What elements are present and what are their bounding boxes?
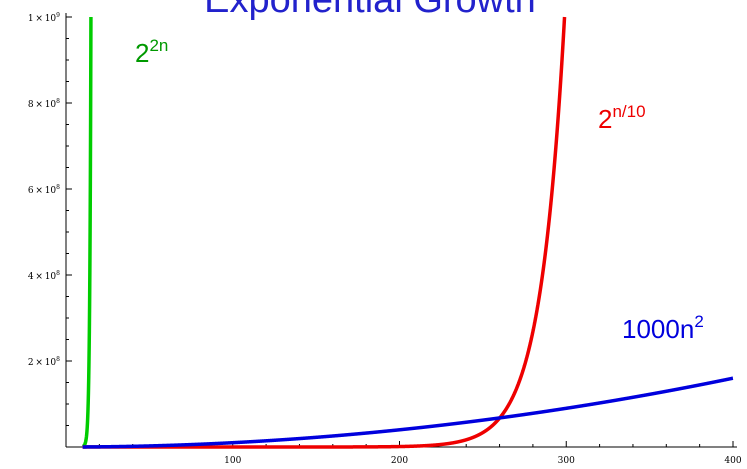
series-label-base: 1000n [622,314,694,344]
y-tick-label: 4 × 108 [28,270,60,282]
y-tick-mantissa: 1 × 10 [28,14,57,24]
series-label-exponent: n/10 [612,102,645,121]
y-tick-label: 1 × 109 [28,12,60,24]
x-tick-label: 100 [224,456,241,466]
series-label-3: 1000n2 [622,312,704,344]
series-line-2 [81,15,567,449]
series-label-exponent: 2 [694,312,703,331]
y-tick-mantissa: 6 × 10 [28,186,57,196]
series-label-base: 2 [135,38,149,68]
x-tick-label: 400 [724,456,741,466]
y-tick-exponent: 8 [56,270,60,277]
y-tick-exponent: 8 [56,184,60,191]
x-tick-label: 200 [391,456,408,466]
series-label-exponent: 2n [149,36,168,55]
series-label-base: 2 [598,104,612,134]
y-tick-exponent: 9 [56,12,60,19]
series-layer [81,15,735,449]
y-tick-exponent: 8 [56,356,60,363]
series-label-2: 2n/10 [598,102,646,134]
chart-title: Exponential Growth [204,0,536,21]
x-tick-label: 300 [558,456,575,466]
y-tick-mantissa: 4 × 10 [28,272,57,282]
y-tick-label: 6 × 108 [28,184,60,196]
series-line-1 [81,16,93,449]
series-label-1: 22n [135,36,168,68]
y-tick-exponent: 8 [56,98,60,105]
y-tick-mantissa: 2 × 10 [28,358,57,368]
y-tick-mantissa: 8 × 10 [28,100,57,110]
y-tick-label: 2 × 108 [28,356,60,368]
series-line-3 [81,376,735,449]
y-tick-label: 8 × 108 [28,98,60,110]
